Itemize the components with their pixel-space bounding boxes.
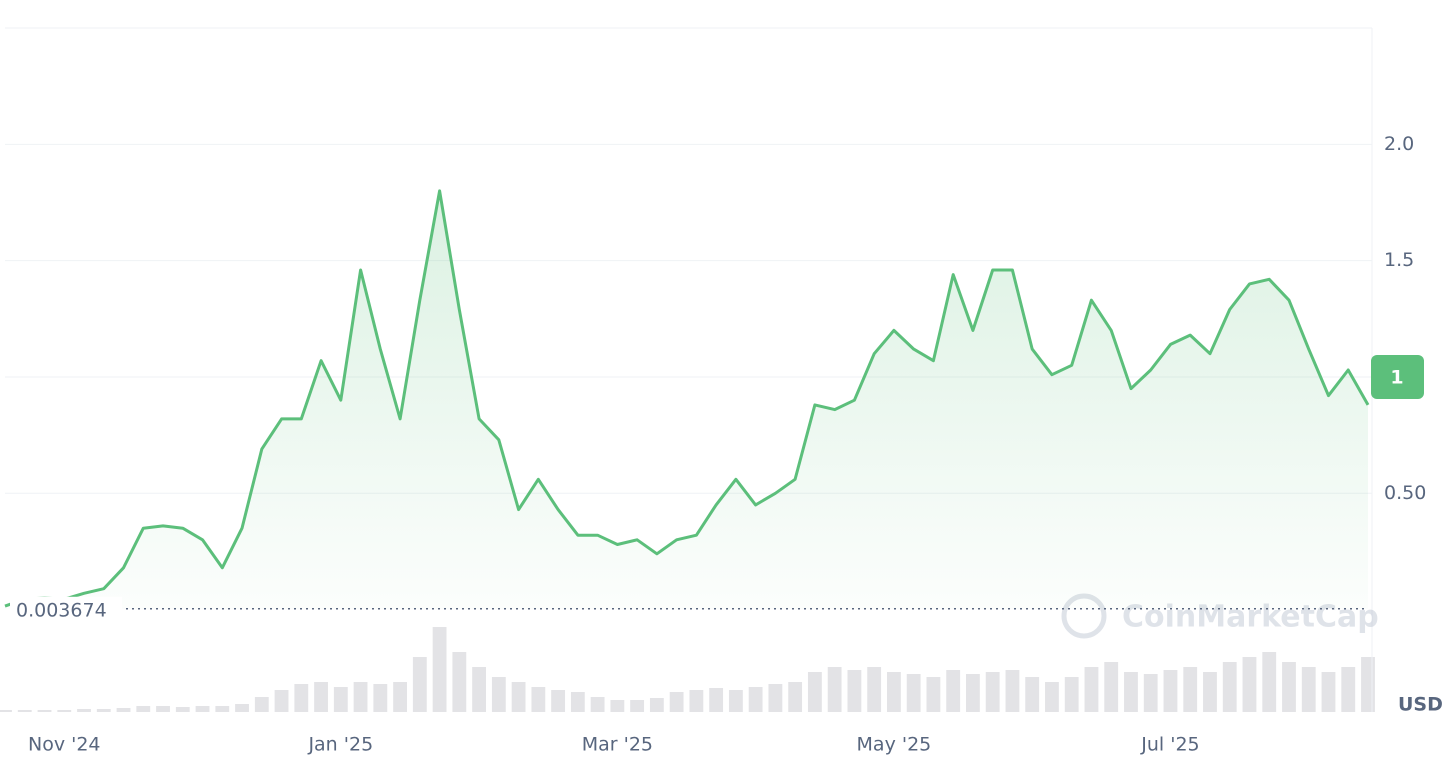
volume-bar — [17, 710, 32, 712]
volume-bar — [215, 706, 230, 712]
volume-bar — [689, 690, 704, 712]
volume-bar — [254, 697, 269, 712]
volume-bar — [1163, 670, 1178, 712]
volume-bar — [491, 677, 506, 712]
x-tick-label: Nov '24 — [28, 734, 101, 756]
volume-bar — [1045, 682, 1059, 712]
volume-bar — [1341, 667, 1356, 712]
current-price-label: 1 — [1390, 366, 1403, 388]
volume-bar — [1005, 670, 1020, 712]
volume-bar — [1203, 672, 1217, 712]
volume-bar — [333, 687, 348, 712]
price-line — [4, 189, 1370, 608]
y-tick-label: 2.0 — [1384, 133, 1414, 155]
volume-bar — [867, 667, 882, 712]
volume-bar — [669, 692, 684, 712]
volume-bar — [1321, 672, 1336, 712]
volume-bar — [294, 684, 309, 712]
volume-bar — [827, 667, 842, 712]
volume-bar — [946, 670, 961, 712]
volume-bar — [96, 709, 111, 712]
volume-bar — [1242, 657, 1257, 712]
volume-bar — [1124, 672, 1138, 712]
volume-bar — [57, 710, 72, 712]
volume-bar — [195, 706, 210, 712]
volume-bar — [274, 690, 289, 712]
volume-bar — [847, 670, 862, 712]
volume-bar — [630, 700, 645, 712]
volume-bar — [1301, 667, 1316, 712]
volume-bar — [966, 674, 980, 712]
volume-bar — [373, 684, 388, 712]
x-tick-label: May '25 — [857, 734, 932, 756]
volume-bar — [77, 709, 91, 712]
y-tick-label: 0.50 — [1384, 482, 1426, 504]
volume-bar — [590, 697, 605, 712]
volume-bar — [807, 672, 822, 712]
volume-bar — [1262, 652, 1277, 712]
volume-bar — [432, 627, 447, 712]
current-price-badge — [1371, 354, 1424, 399]
x-tick-label: Mar '25 — [582, 734, 653, 756]
volume-bar — [551, 690, 566, 712]
price-area — [5, 190, 1368, 609]
volume-bar — [1064, 677, 1079, 712]
volume-bar — [768, 684, 783, 712]
volume-bar — [0, 710, 12, 712]
volume-bar — [709, 688, 724, 712]
volume-bar — [136, 706, 151, 712]
volume-layer — [0, 627, 1375, 712]
volume-bar — [1143, 674, 1158, 712]
volume-bar — [1361, 657, 1375, 712]
volume-bar — [886, 672, 901, 712]
volume-bar — [570, 692, 585, 712]
volume-bar — [926, 677, 941, 712]
y-tick-label: 1.5 — [1384, 249, 1414, 271]
volume-bar — [1104, 662, 1119, 712]
volume-bar — [393, 682, 407, 712]
volume-bar — [314, 682, 328, 712]
volume-bar — [175, 707, 190, 712]
baseline-label: 0.003674 — [16, 599, 107, 621]
volume-bar — [788, 682, 803, 712]
volume-bar — [452, 652, 467, 712]
volume-bar — [1222, 662, 1237, 712]
volume-bar — [748, 687, 763, 712]
x-tick-label: Jul '25 — [1140, 734, 1199, 756]
volume-bar — [649, 698, 664, 712]
volume-bar — [235, 704, 249, 712]
volume-bar — [728, 690, 743, 712]
volume-bar — [1183, 667, 1198, 712]
volume-bar — [116, 708, 131, 712]
currency-label: USD — [1398, 694, 1443, 716]
volume-bar — [1282, 662, 1296, 712]
volume-bar — [37, 710, 52, 712]
volume-bar — [156, 706, 170, 712]
volume-bar — [353, 682, 368, 712]
volume-bar — [906, 674, 921, 712]
volume-bar — [412, 657, 427, 712]
price-layer: 0.003674 1 — [4, 189, 1424, 621]
volume-bar — [610, 700, 625, 712]
volume-bar — [511, 682, 526, 712]
volume-bar — [985, 672, 1000, 712]
volume-bar — [1084, 667, 1099, 712]
volume-bar — [472, 667, 487, 712]
baseline-label-bg — [10, 596, 122, 621]
volume-bar — [1025, 677, 1040, 712]
x-tick-label: Jan '25 — [307, 734, 373, 756]
volume-bar — [531, 687, 546, 712]
